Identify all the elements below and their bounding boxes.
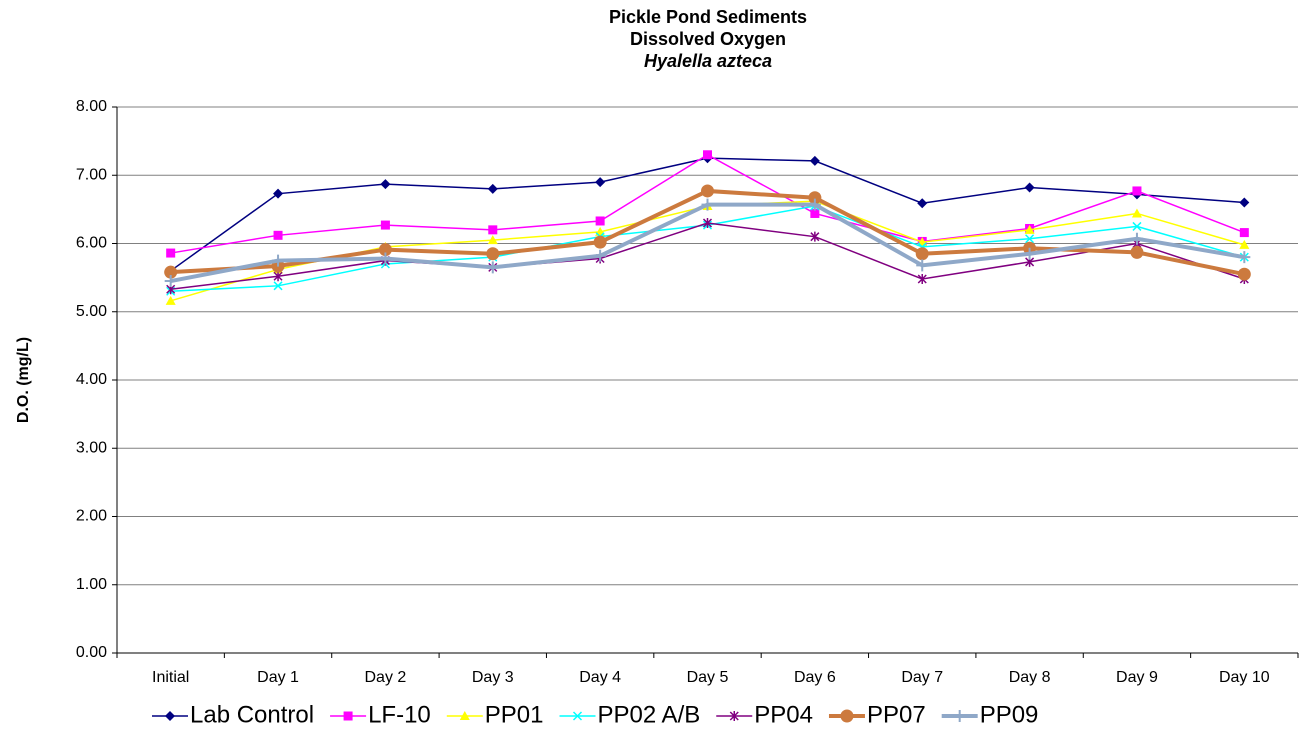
marker <box>840 709 854 723</box>
marker <box>459 711 470 720</box>
series-line <box>170 202 1245 284</box>
marker <box>378 243 392 257</box>
y-tick-label: 0.00 <box>76 644 107 661</box>
marker <box>917 198 928 209</box>
x-tick-label: Day 4 <box>579 669 621 686</box>
marker <box>273 188 284 199</box>
marker <box>917 273 927 284</box>
marker <box>486 247 500 261</box>
marker <box>808 191 822 205</box>
marker <box>1131 208 1142 218</box>
marker <box>808 198 821 211</box>
legend-marker <box>840 709 854 723</box>
marker <box>343 711 353 721</box>
marker <box>486 261 499 274</box>
legend-label: PP07 <box>867 701 926 728</box>
legend-label: LF-10 <box>368 701 431 728</box>
x-tick-label: Day 10 <box>1219 669 1270 686</box>
marker <box>1237 267 1251 281</box>
marker <box>273 271 283 282</box>
marker <box>379 252 392 265</box>
legend-marker <box>459 711 470 720</box>
marker <box>1239 197 1250 208</box>
marker <box>593 235 607 249</box>
marker <box>380 179 391 190</box>
y-tick-label: 3.00 <box>76 439 107 456</box>
legend-marker <box>953 710 966 722</box>
legend-label: PP01 <box>485 701 544 728</box>
marker <box>488 225 498 235</box>
marker <box>380 220 390 230</box>
marker <box>1239 239 1250 249</box>
marker <box>916 259 929 272</box>
x-tick-label: Day 9 <box>1116 669 1158 686</box>
marker <box>487 183 498 194</box>
marker <box>701 198 714 211</box>
y-tick-label: 6.00 <box>76 235 107 252</box>
x-tick-label: Initial <box>152 669 189 686</box>
x-tick-label: Day 6 <box>794 669 836 686</box>
marker <box>273 230 283 240</box>
y-tick-label: 5.00 <box>76 303 107 320</box>
y-tick-label: 4.00 <box>76 371 107 388</box>
marker <box>1024 224 1035 234</box>
marker <box>166 248 176 258</box>
y-tick-label: 2.00 <box>76 508 107 525</box>
marker <box>1025 234 1035 244</box>
y-axis-label: D.O. (mg/L) <box>15 337 32 423</box>
marker <box>1132 186 1142 196</box>
y-tick-label: 8.00 <box>76 98 107 115</box>
marker <box>273 281 283 291</box>
x-tick-label: Day 5 <box>687 669 729 686</box>
x-tick-label: Day 7 <box>901 669 943 686</box>
marker <box>1024 182 1035 193</box>
legend-marker <box>165 711 175 721</box>
legend-label: PP02 A/B <box>598 701 701 728</box>
marker <box>1239 228 1249 238</box>
y-tick-label: 1.00 <box>76 576 107 593</box>
marker <box>729 711 739 721</box>
chart-subtitle: Dissolved Oxygen <box>630 29 786 49</box>
marker <box>1132 221 1142 231</box>
legend-marker <box>343 711 353 721</box>
marker <box>594 249 607 262</box>
x-tick-label: Day 2 <box>365 669 407 686</box>
legend-label: PP09 <box>980 701 1039 728</box>
marker <box>915 247 929 261</box>
marker <box>810 208 820 218</box>
marker <box>164 265 178 279</box>
marker <box>1023 247 1036 260</box>
chart-title: Pickle Pond Sediments <box>609 7 807 27</box>
marker <box>595 177 606 188</box>
marker <box>272 254 285 267</box>
x-tick-label: Day 1 <box>257 669 299 686</box>
marker <box>164 275 177 288</box>
x-tick-label: Day 3 <box>472 669 514 686</box>
marker <box>165 295 176 305</box>
marker <box>572 711 583 721</box>
chart-species: Hyalella azteca <box>644 51 772 71</box>
legend-label: Lab Control <box>190 701 314 728</box>
marker <box>165 711 175 721</box>
legend-marker <box>572 711 583 721</box>
y-tick-label: 7.00 <box>76 166 107 183</box>
legend-marker <box>729 711 739 721</box>
marker <box>1130 245 1144 259</box>
marker <box>701 184 714 198</box>
marker <box>703 150 712 160</box>
marker <box>1238 251 1251 264</box>
marker <box>1130 232 1143 245</box>
legend-label: PP04 <box>754 701 813 728</box>
marker <box>953 710 966 722</box>
marker <box>810 231 820 242</box>
x-tick-label: Day 8 <box>1009 669 1051 686</box>
marker <box>702 218 713 229</box>
marker <box>487 235 498 245</box>
marker <box>595 216 605 226</box>
marker <box>809 155 820 166</box>
